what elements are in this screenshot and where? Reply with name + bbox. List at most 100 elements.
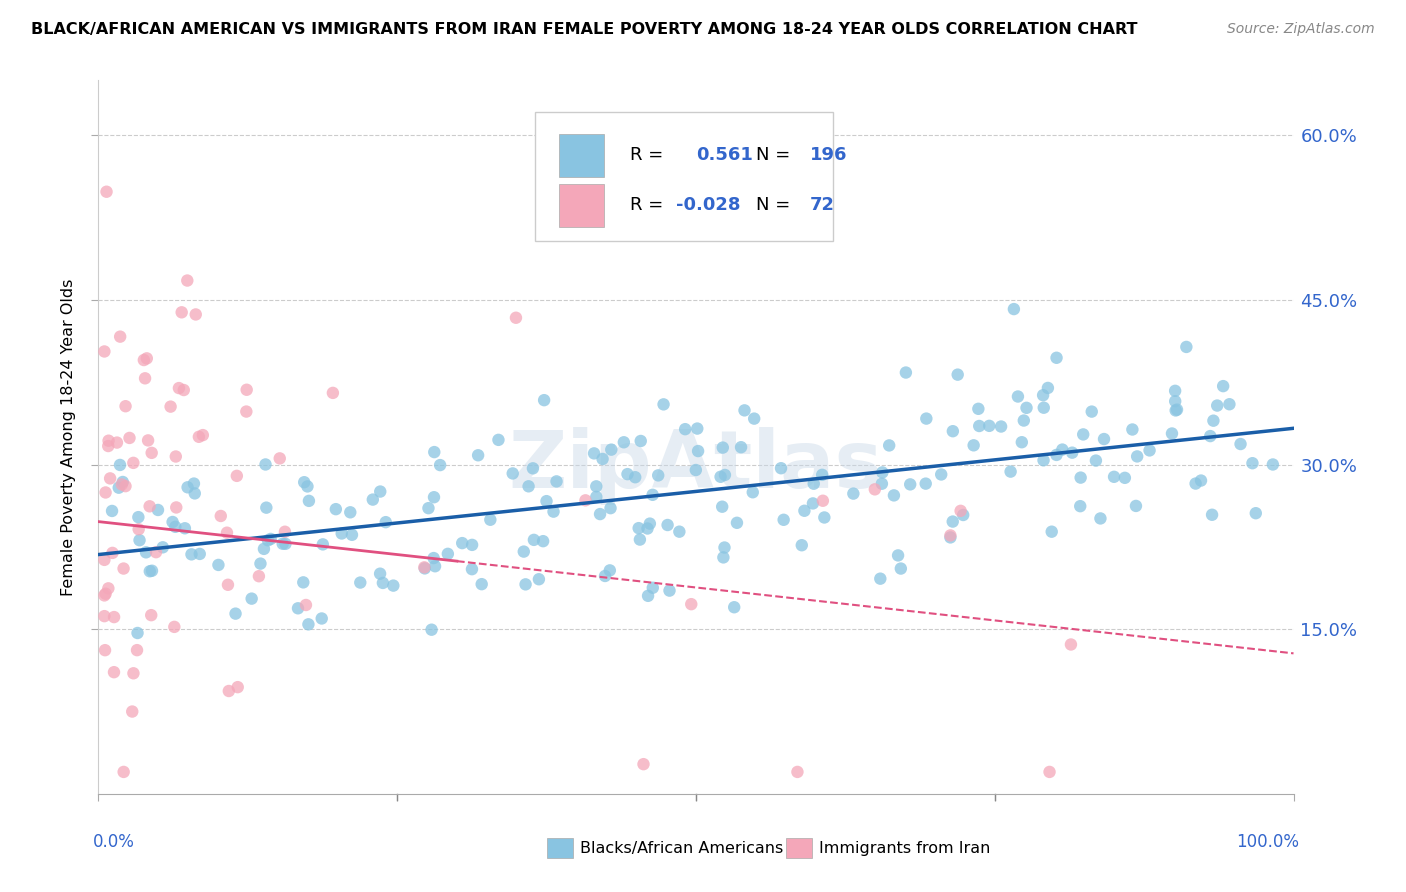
Point (128, 533, 150, 548)
Point (786, 764, 808, 779)
Point (94, 485, 117, 500)
Point (898, 477, 921, 491)
Point (641, 581, 664, 595)
Point (688, 444, 710, 458)
FancyBboxPatch shape (534, 112, 834, 241)
Point (877, 438, 900, 452)
Point (990, 419, 1012, 434)
Point (657, 518, 679, 533)
Point (546, 475, 568, 489)
Point (167, 381, 190, 395)
Point (1121, 422, 1143, 436)
Point (681, 597, 703, 611)
Point (624, 470, 647, 484)
Point (165, 520, 187, 534)
Point (599, 563, 621, 577)
Point (536, 494, 558, 508)
Point (1080, 404, 1102, 418)
Point (652, 397, 675, 411)
Point (176, 274, 198, 288)
Point (915, 411, 938, 425)
Point (423, 559, 446, 574)
Point (1032, 453, 1054, 467)
Point (138, 500, 160, 514)
Point (939, 528, 962, 542)
Point (170, 305, 193, 319)
Point (413, 561, 436, 575)
Point (527, 572, 550, 586)
Point (1032, 401, 1054, 415)
Point (114, 399, 136, 413)
Point (260, 532, 283, 546)
Point (647, 468, 669, 483)
Point (863, 483, 886, 497)
Point (274, 537, 297, 551)
Point (325, 502, 347, 516)
Point (1045, 448, 1067, 462)
Point (103, 665, 125, 680)
Point (1202, 414, 1225, 428)
Point (349, 575, 371, 590)
Point (271, 537, 294, 551)
Point (191, 428, 214, 442)
Point (108, 329, 131, 343)
Point (574, 493, 596, 508)
Point (225, 607, 247, 621)
Point (1139, 443, 1161, 458)
Text: -0.028: -0.028 (676, 196, 740, 214)
Point (713, 550, 735, 565)
Point (121, 705, 143, 719)
Point (942, 515, 965, 529)
Text: Blacks/African Americans: Blacks/African Americans (581, 840, 783, 855)
Point (132, 353, 155, 368)
Point (488, 433, 510, 447)
Point (141, 608, 163, 623)
Point (887, 549, 910, 563)
Point (423, 490, 446, 504)
Point (1229, 437, 1251, 451)
FancyBboxPatch shape (558, 134, 605, 177)
Point (1261, 458, 1284, 472)
Point (165, 450, 187, 464)
Point (340, 528, 363, 542)
Point (235, 404, 257, 418)
Text: Source: ZipAtlas.com: Source: ZipAtlas.com (1227, 22, 1375, 37)
Point (1125, 499, 1147, 513)
Point (1038, 764, 1060, 779)
Point (437, 547, 460, 561)
Point (772, 513, 794, 527)
Point (685, 463, 707, 477)
Point (533, 393, 555, 408)
Point (108, 458, 131, 472)
Point (413, 560, 436, 574)
Point (94, 643, 117, 657)
Point (107, 481, 129, 495)
Point (517, 479, 540, 493)
Point (103, 610, 125, 624)
Y-axis label: Female Poverty Among 18-24 Year Olds: Female Poverty Among 18-24 Year Olds (60, 278, 76, 596)
Point (235, 383, 257, 397)
Point (1012, 413, 1035, 427)
Point (714, 467, 737, 482)
Point (93, 588, 115, 602)
Point (135, 351, 157, 366)
Text: N =: N = (756, 146, 790, 164)
Point (616, 467, 638, 482)
Text: 100.0%: 100.0% (1236, 833, 1299, 851)
Point (894, 366, 917, 380)
Point (134, 371, 156, 385)
Point (298, 494, 321, 508)
Point (93, 609, 115, 624)
Point (180, 547, 202, 561)
Text: BLACK/AFRICAN AMERICAN VS IMMIGRANTS FROM IRAN FEMALE POVERTY AMONG 18-24 YEAR O: BLACK/AFRICAN AMERICAN VS IMMIGRANTS FRO… (31, 22, 1137, 37)
Point (599, 501, 621, 516)
Point (93, 553, 115, 567)
Point (297, 479, 319, 493)
Point (769, 461, 792, 475)
Point (842, 486, 865, 500)
Point (114, 479, 136, 493)
Point (1052, 442, 1074, 457)
Point (1114, 471, 1136, 485)
Point (418, 501, 440, 516)
Point (1161, 426, 1184, 441)
